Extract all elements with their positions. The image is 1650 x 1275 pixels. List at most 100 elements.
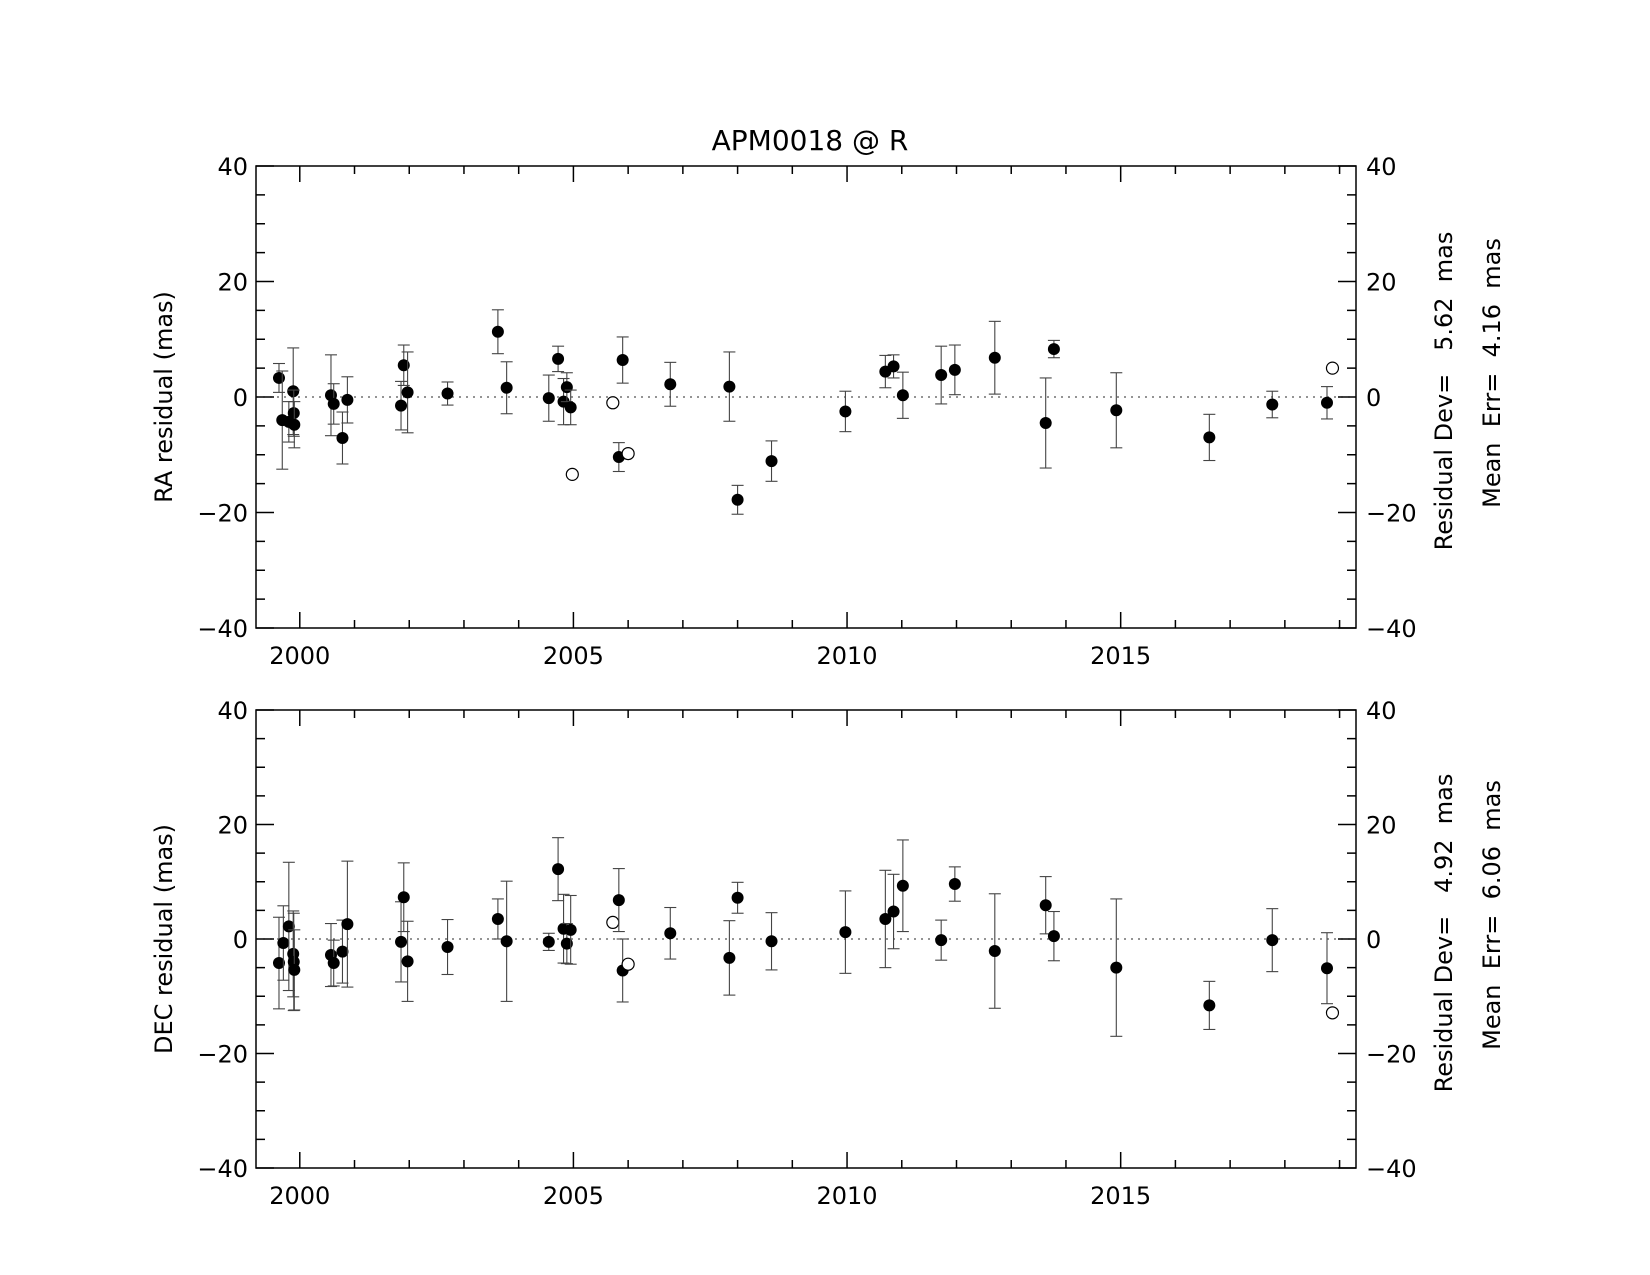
panel-1-data-point-39 xyxy=(1203,999,1216,1012)
panel-0-data-point-27 xyxy=(723,380,736,393)
panel-0-y-tick-label-right: −20 xyxy=(1366,500,1417,528)
panel-0-x-tick-label: 2010 xyxy=(817,642,878,670)
panel-0-data-point-17 xyxy=(552,352,565,365)
panel-1-x-tick-label: 2000 xyxy=(269,1182,330,1210)
panel-0-data-point-14 xyxy=(491,325,504,338)
panel-0-rejected-point-43 xyxy=(1325,361,1340,375)
panel-1-x-tick-label: 2010 xyxy=(817,1182,878,1210)
panel-1-data-point-28 xyxy=(765,935,778,948)
panel-1-data-point-31 xyxy=(887,905,900,918)
panel-1-data-point-15 xyxy=(500,935,513,948)
panel-1-y-axis-label: DEC residual (mas) xyxy=(150,824,178,1054)
panel-0-plot-frame xyxy=(255,165,1357,629)
panel-1-data-point-34 xyxy=(948,878,961,891)
panel-1-data-point-29 xyxy=(839,926,852,939)
panel-1-mean-err-stat: Mean Err= 6.06 mas xyxy=(1478,780,1506,1050)
panel-1-data-point-33 xyxy=(935,934,948,947)
panel-0-mean-err-stat: Mean Err= 4.16 mas xyxy=(1478,238,1506,508)
panel-1-data-point-26 xyxy=(723,951,736,964)
panel-1-data-point-14 xyxy=(491,912,504,925)
panel-1-y-tick-label-left: 40 xyxy=(217,697,248,725)
ra-residual-panel: 2000 2005 2010 2015 −40 −40 −20 −20 0 0 20 20 40 40 RA… xyxy=(150,153,1506,670)
panel-1-data-point-38 xyxy=(1110,961,1123,974)
panel-1-data-point-36 xyxy=(1039,899,1052,912)
panel-1-data-point-13 xyxy=(441,941,454,954)
panel-0-data-point-36 xyxy=(988,351,1001,364)
panel-1-data-point-40 xyxy=(1266,934,1279,947)
panel-1-y-tick-label-right: −20 xyxy=(1366,1041,1417,1069)
panel-0-data-point-37 xyxy=(1039,416,1052,429)
panel-1-data-point-32 xyxy=(896,879,909,892)
panel-0-y-tick-label-left: −40 xyxy=(197,615,248,643)
panel-0-y-tick-label-left: −20 xyxy=(197,500,248,528)
panel-1-rejected-point-21 xyxy=(606,915,620,929)
panel-0-data-point-33 xyxy=(896,389,909,402)
panel-1-data-point-25 xyxy=(664,927,677,940)
panel-1-data-point-22 xyxy=(612,894,625,907)
panel-1-data-point-8 xyxy=(336,945,349,958)
panel-1-rejected-point-42 xyxy=(1325,1006,1340,1020)
panel-1-data-point-9 xyxy=(341,918,354,931)
panel-0-data-point-41 xyxy=(1266,398,1279,411)
panel-0-data-point-7 xyxy=(327,397,340,410)
panel-0-x-tick-label: 2000 xyxy=(269,642,330,670)
panel-1-data-point-16 xyxy=(542,935,555,948)
panel-0-rejected-point-21 xyxy=(565,467,579,481)
panel-1-rejected-point-24 xyxy=(621,957,635,971)
panel-1-data-point-37 xyxy=(1047,930,1060,943)
panel-1-data-point-20 xyxy=(564,923,577,936)
panel-1-data-point-11 xyxy=(397,891,410,904)
panel-0-data-point-15 xyxy=(500,381,513,394)
panel-0-y-tick-label-right: 40 xyxy=(1366,153,1397,181)
panel-0-data-point-34 xyxy=(935,369,948,382)
panel-1-y-tick-label-right: 40 xyxy=(1366,697,1397,725)
panel-1-data-point-30 xyxy=(879,912,892,925)
panel-0-data-point-39 xyxy=(1110,404,1123,417)
panel-1-data-point-41 xyxy=(1320,962,1333,975)
panel-0-data-point-40 xyxy=(1203,431,1216,444)
panel-0-y-tick-label-right: −40 xyxy=(1366,615,1417,643)
panel-0-y-tick-label-left: 20 xyxy=(217,269,248,297)
panel-0-data-point-10 xyxy=(395,399,408,412)
panel-0-data-point-30 xyxy=(839,405,852,418)
panel-0-data-point-13 xyxy=(441,387,454,400)
panel-0-data-point-5 xyxy=(288,418,301,431)
panel-1-data-point-1 xyxy=(277,937,290,950)
panel-1-data-point-12 xyxy=(401,955,414,968)
panel-0-data-point-35 xyxy=(948,363,961,376)
panel-0-y-tick-label-right: 20 xyxy=(1366,269,1397,297)
panel-1-data-point-0 xyxy=(272,957,285,970)
panel-1-y-tick-label-right: −40 xyxy=(1366,1155,1417,1183)
panel-0-data-point-12 xyxy=(401,386,414,399)
panel-0-rejected-point-22 xyxy=(606,396,620,410)
panel-0-y-axis-label: RA residual (mas) xyxy=(150,291,178,503)
panel-0-data-point-8 xyxy=(336,432,349,445)
panel-1-data-point-7 xyxy=(327,957,340,970)
panel-1-y-tick-label-left: 20 xyxy=(217,812,248,840)
panel-1-data-point-27 xyxy=(731,891,744,904)
panel-1-data-point-5 xyxy=(288,963,301,976)
panel-1-y-tick-label-right: 0 xyxy=(1366,926,1381,954)
panel-0-data-point-29 xyxy=(765,455,778,468)
panel-1-x-tick-label: 2015 xyxy=(1090,1182,1151,1210)
panel-1-x-tick-label: 2005 xyxy=(543,1182,604,1210)
panel-1-residual-dev-stat: Residual Dev= 4.92 mas xyxy=(1430,774,1458,1093)
panel-0-data-point-16 xyxy=(542,392,555,405)
panel-1-plot-frame xyxy=(255,709,1357,1169)
panel-0-x-tick-label: 2005 xyxy=(543,642,604,670)
panel-0-data-point-32 xyxy=(887,360,900,373)
panel-0-data-point-38 xyxy=(1047,343,1060,356)
panel-1-data-point-10 xyxy=(395,935,408,948)
panel-1-data-point-17 xyxy=(552,863,565,876)
panel-0-data-point-0 xyxy=(272,371,285,384)
panel-0-data-point-26 xyxy=(664,378,677,391)
panel-0-data-point-20 xyxy=(564,401,577,414)
panel-1-data-point-35 xyxy=(988,945,1001,958)
panel-0-rejected-point-25 xyxy=(621,446,635,461)
panel-1-data-point-19 xyxy=(560,937,573,950)
panel-0-residual-dev-stat: Residual Dev= 5.62 mas xyxy=(1430,232,1458,551)
panel-0-data-point-24 xyxy=(616,354,629,367)
chart-title: APM0018 @ R xyxy=(712,124,909,157)
panel-1-y-tick-label-left: −40 xyxy=(197,1155,248,1183)
